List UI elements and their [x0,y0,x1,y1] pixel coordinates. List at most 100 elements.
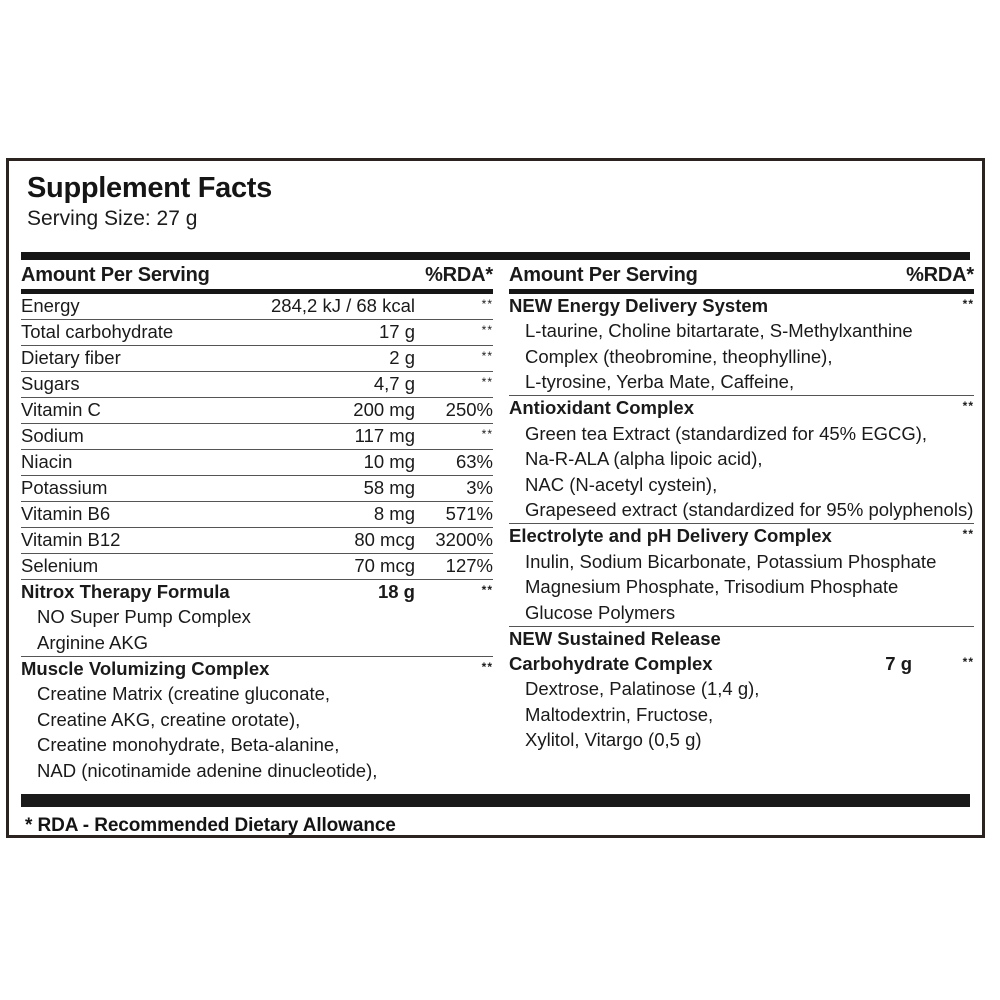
table-row: Total carbohydrate 17 g ** [21,320,493,346]
ingredient-line: NAD (nicotinamide adenine dinucleotide), [37,759,378,781]
right-column: Amount Per Serving %RDA* NEW Energy Deli… [503,260,974,784]
table-row: Vitamin C 200 mg 250% [21,398,493,424]
blend-group: NEW Sustained Release Carbohydrate Comple… [509,627,974,754]
ingredient-line: Xylitol, Vitargo (0,5 g) [525,729,702,751]
nutrient-amount: 117 mg [354,424,415,446]
left-header-rda-label: %RDA* [425,263,493,286]
right-column-header: Amount Per Serving %RDA* [509,260,974,294]
nutrient-amount: 284,2 kJ / 68 kcal [271,294,415,316]
table-row: Niacin 10 mg 63% [21,450,493,476]
right-header-amount-label: Amount Per Serving [509,263,698,286]
nutrient-name: Vitamin B12 [21,528,121,550]
nutrient-amount: 4,7 g [373,372,415,394]
left-header-amount-label: Amount Per Serving [21,263,210,286]
nutrient-rda: 3200% [435,528,493,550]
nutrient-name: Potassium [21,476,108,498]
blend-heading: Electrolyte and pH Delivery Complex ** [509,524,974,549]
nutrient-rda: 571% [445,502,493,524]
nutrient-name: Total carbohydrate [21,320,174,342]
supplement-facts-panel: Supplement Facts Serving Size: 27 g Amou… [6,158,985,838]
nutrient-amount: 8 mg [373,502,415,524]
blend-amount: 7 g [885,652,912,674]
ingredient-line: L-tyrosine, Yerba Mate, Caffeine, [525,371,795,393]
blend-name: NEW Energy Delivery System [509,294,769,316]
blend-name: Muscle Volumizing Complex [21,657,270,679]
nutrient-amount: 200 mg [353,398,415,420]
blend-amount: 18 g [377,580,415,602]
nutrient-name: Niacin [21,450,73,472]
ingredient-line: Creatine Matrix (creatine gluconate, [37,683,331,705]
nutrient-name: Sugars [21,372,80,394]
ingredient-line: Complex (theobromine, theophylline), [525,345,833,367]
facts-columns: Amount Per Serving %RDA* Energy 284,2 kJ … [21,260,974,784]
ingredient-line: Magnesium Phosphate, Trisodium Phosphate [525,576,899,598]
ingredient-line: NAC (N-acetyl cystein), [525,473,718,495]
table-row: Vitamin B12 80 mcg 3200% [21,528,493,554]
nutrient-rda: 127% [445,554,493,576]
nutrient-rda: 250% [445,398,493,420]
blend-name: Antioxidant Complex [509,397,695,419]
left-blend-groups: Nitrox Therapy Formula 18 g ** NO Super Pum… [21,580,493,784]
nutrient-name: Vitamin B6 [21,502,111,524]
blend-group: NEW Energy Delivery System ** L-taurine, C… [509,294,974,397]
ingredient-line: Maltodextrin, Fructose, [525,703,714,725]
serving-size-label: Serving Size: 27 g [27,207,198,231]
ingredient-line: Creatine monohydrate, Beta-alanine, [37,734,340,756]
blend-rda: ** [481,659,493,674]
nutrient-name: Dietary fiber [21,346,121,368]
blend-group: Antioxidant Complex ** Green tea Extract (… [509,396,974,525]
table-row: Vitamin B6 8 mg 571% [21,502,493,528]
left-column-header: Amount Per Serving %RDA* [21,260,493,294]
blend-group: Muscle Volumizing Complex ** Creatine Matr… [21,657,493,784]
nutrient-name: Vitamin C [21,398,101,420]
nutrient-name: Selenium [21,554,99,576]
table-row: Sodium 117 mg ** [21,424,493,450]
blend-heading-line: NEW Sustained Release [509,627,974,652]
ingredient-line: Green tea Extract (standardized for 45% … [525,422,928,444]
blend-heading: Antioxidant Complex ** [509,396,974,421]
table-row: Potassium 58 mg 3% [21,476,493,502]
nutrient-rda: 3% [466,476,493,498]
nutrient-rda: 63% [455,450,493,472]
ingredient-line: Glucose Polymers [525,601,676,623]
blend-group: Electrolyte and pH Delivery Complex ** Inu… [509,524,974,627]
nutrient-rda: ** [481,296,493,311]
footnote-rda: * RDA - Recommended Dietary Allowance [25,814,396,836]
blend-rda: ** [962,527,974,542]
title-block: Supplement Facts Serving Size: 27 g [9,161,982,233]
header-top-bar [21,251,970,260]
ingredient-line: Inulin, Sodium Bicarbonate, Potassium Ph… [525,550,937,572]
nutrient-amount: 17 g [378,320,415,342]
table-row: Sugars 4,7 g ** [21,372,493,398]
nutrient-rda: ** [481,374,493,389]
nutrient-rda: ** [481,426,493,441]
footnotes: * RDA - Recommended Dietary Allowance **… [9,807,982,836]
nutrient-amount: 2 g [389,346,415,368]
ingredient-line: Dextrose, Palatinose (1,4 g), [525,678,760,700]
right-header-rda-label: %RDA* [906,263,974,286]
ingredient-line: Grapeseed extract (standardized for 95% … [525,499,974,521]
table-row: Selenium 70 mcg 127% [21,554,493,580]
blend-heading-line: Carbohydrate Complex 7 g ** [509,652,974,677]
footnote-bar [21,793,970,807]
blend-heading: Muscle Volumizing Complex ** [21,657,493,682]
blend-name: Carbohydrate Complex [509,652,713,674]
right-blend-groups: NEW Energy Delivery System ** L-taurine, C… [509,294,974,754]
blend-rda: ** [962,399,974,414]
blend-rda: ** [481,582,493,597]
ingredient-line: Creatine AKG, creatine orotate), [37,708,301,730]
blend-name: NEW Sustained Release [509,627,721,649]
left-column: Amount Per Serving %RDA* Energy 284,2 kJ … [21,260,499,784]
table-row: Dietary fiber 2 g ** [21,346,493,372]
nutrient-name: Sodium [21,424,84,446]
nutrient-amount: 70 mcg [354,554,415,576]
blend-name: Electrolyte and pH Delivery Complex [509,525,832,547]
nutrient-name: Energy [21,294,80,316]
blend-rda: ** [962,654,974,669]
ingredient-line: L-taurine, Choline bitartarate, S-Methyl… [525,320,913,342]
ingredient-line: NO Super Pump Complex [37,606,251,628]
nutrient-rda: ** [481,348,493,363]
nutrient-amount: 10 mg [363,450,415,472]
page-title: Supplement Facts [27,172,272,204]
nutrient-rda: ** [481,322,493,337]
